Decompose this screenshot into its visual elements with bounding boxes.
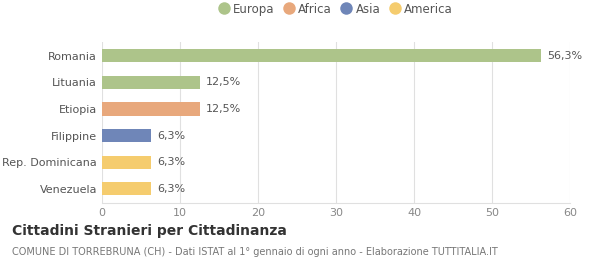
Bar xyxy=(102,102,199,115)
Text: 6,3%: 6,3% xyxy=(157,157,185,167)
Bar xyxy=(102,182,151,196)
Legend: Europa, Africa, Asia, America: Europa, Africa, Asia, America xyxy=(215,0,457,19)
Text: 6,3%: 6,3% xyxy=(157,131,185,140)
Text: 12,5%: 12,5% xyxy=(206,104,241,114)
Text: COMUNE DI TORREBRUNA (CH) - Dati ISTAT al 1° gennaio di ogni anno - Elaborazione: COMUNE DI TORREBRUNA (CH) - Dati ISTAT a… xyxy=(12,247,498,257)
Text: Cittadini Stranieri per Cittadinanza: Cittadini Stranieri per Cittadinanza xyxy=(12,224,287,238)
Text: 6,3%: 6,3% xyxy=(157,184,185,194)
Text: 56,3%: 56,3% xyxy=(547,51,583,61)
Bar xyxy=(102,129,151,142)
Bar xyxy=(102,76,199,89)
Text: 12,5%: 12,5% xyxy=(206,77,241,87)
Bar xyxy=(102,155,151,169)
Bar xyxy=(102,49,541,62)
